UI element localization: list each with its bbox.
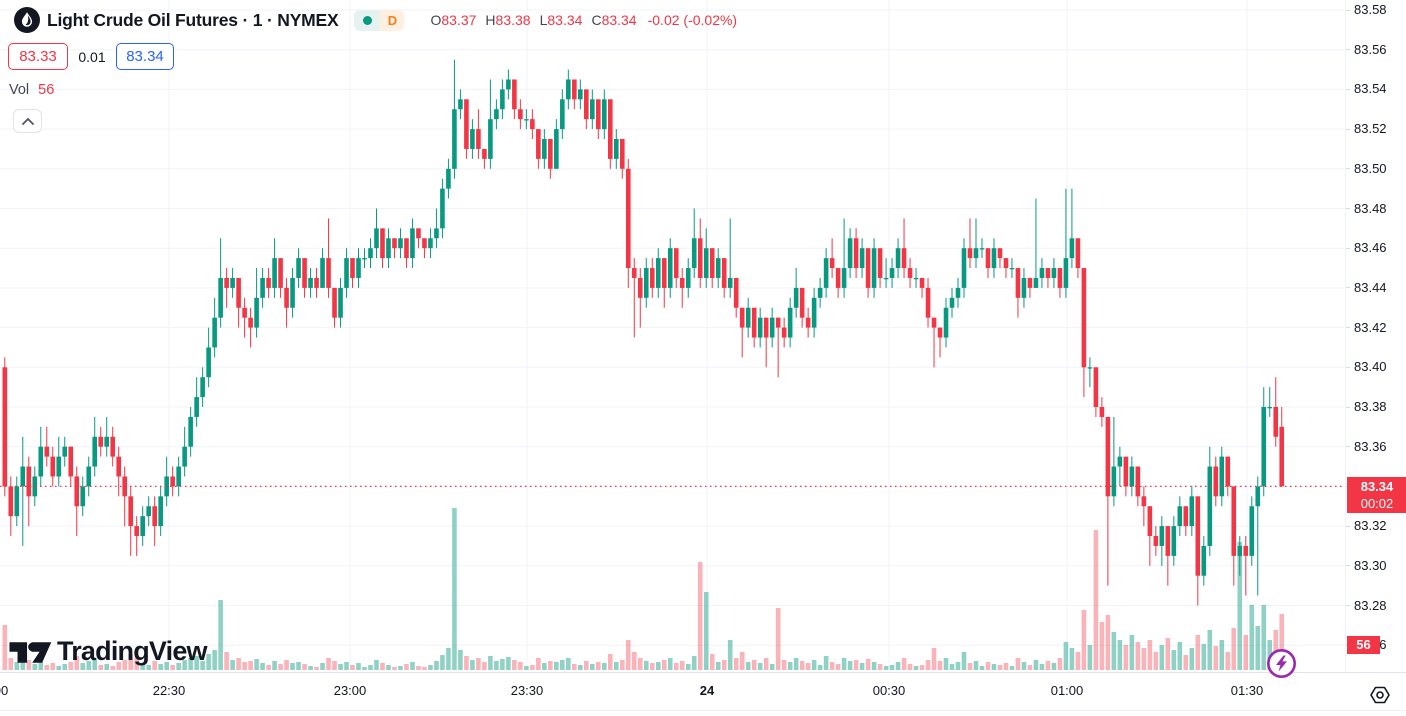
time-axis-label: 24 [699,683,715,698]
price-axis-label: 83.48 [1354,200,1387,216]
interval-badge: D [380,9,405,31]
chevron-up-icon [21,117,34,125]
price-axis-tick [1346,128,1350,130]
bar-countdown: 00:02 [1360,495,1394,511]
interval-badges[interactable]: D [354,9,405,31]
price-axis-label: 83.56 [1354,41,1387,57]
price-axis-label: 83.32 [1354,518,1387,534]
bid-ask-row: 83.33 0.01 83.34 [8,43,174,70]
price-axis-tick [1346,208,1350,209]
time-axis-label: 01:30 [1230,683,1264,698]
ohlc-open: O83.37 [430,12,477,28]
sell-button[interactable]: 83.33 [8,43,68,70]
price-axis[interactable]: 83.34 00:02 56 83.58 83.56 83.54 83.52 83.50… [1345,0,1406,672]
tradingview-logo: TradingView [8,634,208,668]
price-axis-tick [1346,565,1350,567]
price-axis-tick [1346,168,1350,170]
price-axis-tick [1346,446,1350,448]
symbol-row: Light Crude Oil Futures · 1 · NYMEX D O8… [14,7,737,33]
price-axis-label: 83.54 [1354,81,1387,97]
spread-value: 0.01 [78,48,106,65]
price-axis-tick [1346,327,1350,329]
symbol-title[interactable]: Light Crude Oil Futures · 1 · NYMEX [47,9,339,30]
eye-icon[interactable] [1366,681,1394,709]
price-axis-label: 83.42 [1354,319,1387,335]
lightning-button[interactable] [1266,648,1297,679]
lightning-icon [1267,649,1296,678]
chart-pane[interactable] [0,0,1345,672]
candlestick-chart[interactable] [0,0,1345,672]
price-axis-tick [1346,406,1350,408]
collapse-legend-button[interactable] [13,109,42,133]
status-dot-icon [354,9,381,31]
volume-row: Vol 56 [9,82,54,98]
ohlc-high: H83.38 [485,12,531,28]
time-axis-label: 23:30 [510,683,544,698]
tradingview-wordmark: TradingView [57,635,208,666]
time-axis-label: 22:00 [0,683,9,698]
price-axis-label: 83.36 [1354,438,1387,454]
buy-button[interactable]: 83.34 [116,43,174,70]
ohlc-low: L83.34 [539,12,583,28]
time-axis-label: 22:30 [152,683,186,698]
price-axis-label: 83.40 [1354,359,1387,375]
price-axis-label: 83.50 [1354,160,1387,176]
price-axis-label: 83.44 [1354,279,1387,295]
change-value: -0.02 (-0.02%) [647,12,738,28]
time-axis-label: 23:00 [333,683,367,698]
current-price-value: 83.34 [1360,478,1394,494]
volume-value: 56 [38,82,55,98]
volume-label: Vol [9,82,30,98]
price-axis-label: 83.58 [1354,2,1387,17]
pane-bottom-divider [0,710,1406,711]
tradingview-mark-icon [9,642,52,663]
price-axis-tick [1346,525,1350,527]
price-axis-tick [1346,366,1350,368]
current-price-badge: 83.34 00:02 [1347,476,1406,513]
price-axis-label: 83.38 [1354,399,1387,414]
price-axis-label: 83.28 [1354,597,1387,613]
time-axis-label: 00:30 [872,683,906,698]
price-axis-tick [1346,49,1350,51]
eye-hexagon-icon [1370,686,1390,704]
price-axis-tick [1346,9,1350,11]
time-axis-label: 01:00 [1050,683,1084,698]
price-axis-tick [1346,287,1350,289]
price-axis-tick [1346,247,1350,249]
current-volume-badge: 56 [1347,636,1380,654]
price-axis-label: 83.46 [1354,240,1387,256]
price-axis-label: 83.30 [1354,557,1387,573]
ohlc-values: O83.37 H83.38 L83.34 C83.34 -0.02 (-0.02… [430,12,737,28]
price-axis-tick [1346,88,1350,90]
price-axis-tick [1346,605,1350,606]
time-axis[interactable]: 22:00 22:30 23:00 23:30 24 00:30 01:00 01:30 [0,672,1406,716]
ohlc-close: C83.34 [591,12,637,28]
oil-drop-logo-icon [14,7,40,33]
price-axis-label: 83.52 [1354,121,1387,137]
